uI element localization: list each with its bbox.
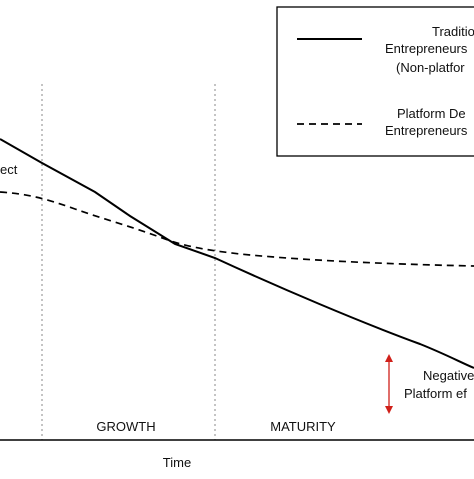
platform-effect-arrow bbox=[385, 354, 393, 414]
platform-curve bbox=[0, 191, 474, 267]
traditional-curve bbox=[0, 138, 474, 369]
phase-label-growth: GROWTH bbox=[96, 419, 155, 434]
annotation-line-1: Negative bbox=[423, 368, 474, 383]
legend-platform-line-1: Platform De bbox=[397, 106, 466, 121]
legend-traditional-line-2: Entrepreneurs bbox=[385, 41, 468, 56]
phase-label-maturity: MATURITY bbox=[270, 419, 336, 434]
legend-box bbox=[276, 6, 474, 157]
annotation-line-2: Platform ef bbox=[404, 386, 467, 401]
legend: Traditio Entrepreneurs (Non-platfor Plat… bbox=[276, 6, 474, 157]
legend-traditional-line-1: Traditio bbox=[432, 24, 474, 39]
legend-platform-line-2: Entrepreneurs bbox=[385, 123, 468, 138]
left-fragment-label: ect bbox=[0, 162, 18, 177]
x-axis-label: Time bbox=[163, 455, 191, 470]
legend-traditional-line-3: (Non-platfor bbox=[396, 60, 465, 75]
